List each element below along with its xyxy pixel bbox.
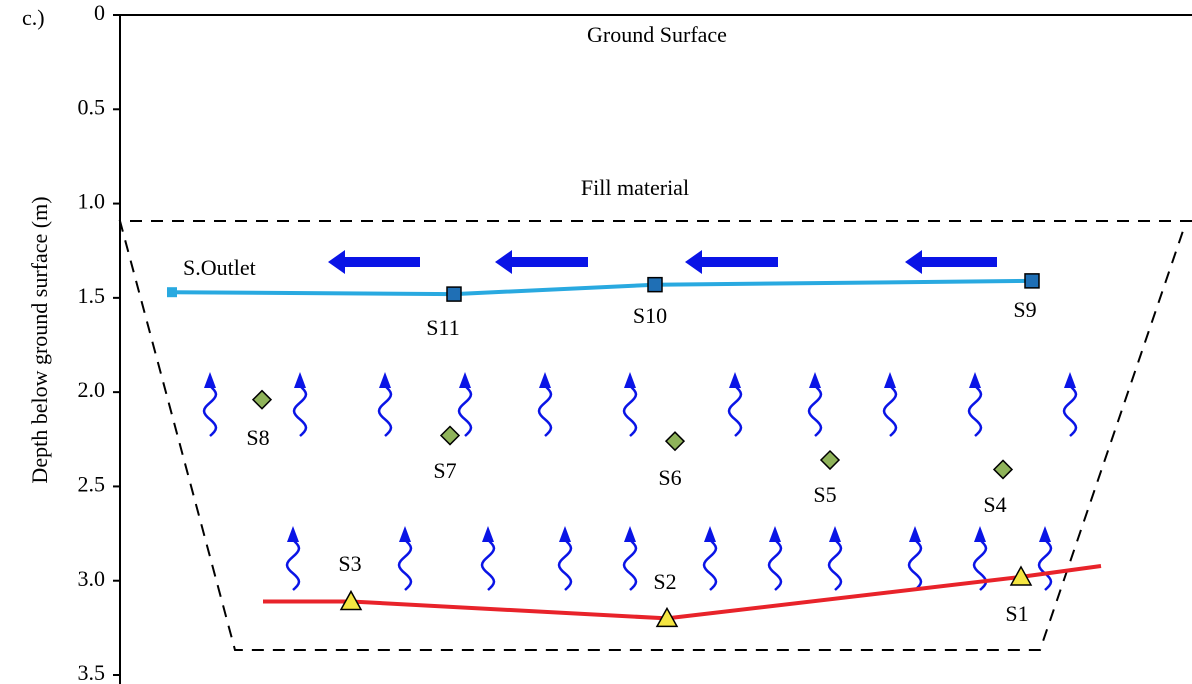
vapor-squiggle [624, 540, 636, 590]
sensor-marker [167, 287, 177, 297]
bottom-pipe [263, 566, 1101, 618]
sensor-label: S7 [433, 458, 456, 483]
vapor-squiggle [624, 386, 636, 436]
vapor-squiggle [379, 386, 391, 436]
tick-label: 0.5 [78, 94, 106, 119]
vapor-squiggle [482, 540, 494, 590]
tick-label: 3.5 [78, 660, 106, 684]
vapor-squiggle [729, 386, 741, 436]
vapor-head [287, 526, 299, 542]
sensor-label: S11 [426, 315, 459, 340]
vapor-head [704, 526, 716, 542]
sensor-label: S3 [338, 551, 361, 576]
vapor-head [559, 526, 571, 542]
vapor-squiggle [769, 540, 781, 590]
vapor-squiggle [539, 386, 551, 436]
vapor-squiggle [559, 540, 571, 590]
sensor-marker [994, 460, 1012, 478]
vapor-squiggle [1064, 386, 1076, 436]
vapor-head [294, 372, 306, 388]
sensor-label: S6 [658, 465, 681, 490]
vapor-head [624, 526, 636, 542]
outlet-pipe [172, 281, 1032, 294]
vapor-head [729, 372, 741, 388]
vapor-squiggle [399, 540, 411, 590]
tick-label: 2.0 [78, 377, 106, 402]
vapor-head [829, 526, 841, 542]
diagram: c.) Ground Surface Fill material Depth b… [0, 0, 1192, 684]
vapor-head [974, 526, 986, 542]
sensor-label: S8 [246, 425, 269, 450]
tick-label: 3.0 [78, 566, 106, 591]
vapor-squiggle [287, 540, 299, 590]
vapor-head [624, 372, 636, 388]
vapor-head [399, 526, 411, 542]
ground-label: Ground Surface [587, 22, 727, 47]
panel-label: c.) [22, 5, 45, 30]
sensor-marker [1025, 274, 1039, 288]
tick-label: 0 [94, 0, 105, 25]
sensor-label: S1 [1005, 601, 1028, 626]
vapor-squiggle [204, 386, 216, 436]
vapor-squiggle [704, 540, 716, 590]
vapor-squiggle [459, 386, 471, 436]
sensor-marker [441, 427, 459, 445]
vapor-head [969, 372, 981, 388]
vapor-squiggle [294, 386, 306, 436]
vapor-head [379, 372, 391, 388]
tick-label: 1.5 [78, 283, 106, 308]
vapor-squiggle [809, 386, 821, 436]
sensor-label: S4 [983, 492, 1006, 517]
vapor-head [909, 526, 921, 542]
vapor-head [809, 372, 821, 388]
sensor-marker [666, 432, 684, 450]
sensor-label: S2 [653, 569, 676, 594]
vapor-head [1039, 526, 1051, 542]
sensor-label: S5 [813, 482, 836, 507]
vapor-head [769, 526, 781, 542]
flow-arrows [328, 250, 997, 274]
vapor-squiggle [884, 386, 896, 436]
sensor-label: S10 [633, 303, 667, 328]
sensor-label: S.Outlet [183, 255, 256, 280]
vapor-head [459, 372, 471, 388]
sensor-label: S9 [1013, 297, 1036, 322]
vapor-squiggle [909, 540, 921, 590]
vapor-arrows [204, 372, 1076, 590]
vapor-head [482, 526, 494, 542]
tick-label: 1.0 [78, 189, 106, 214]
vapor-head [884, 372, 896, 388]
fill-label: Fill material [581, 175, 689, 200]
vapor-head [204, 372, 216, 388]
sensor-marker [447, 287, 461, 301]
vapor-head [539, 372, 551, 388]
vapor-squiggle [1039, 540, 1051, 590]
vapor-squiggle [969, 386, 981, 436]
axis-title: Depth below ground surface (m) [27, 196, 52, 483]
sensor-marker [648, 278, 662, 292]
vapor-squiggle [829, 540, 841, 590]
sensor-marker [821, 451, 839, 469]
tick-label: 2.5 [78, 471, 106, 496]
sensor-marker [253, 391, 271, 409]
vapor-head [1064, 372, 1076, 388]
